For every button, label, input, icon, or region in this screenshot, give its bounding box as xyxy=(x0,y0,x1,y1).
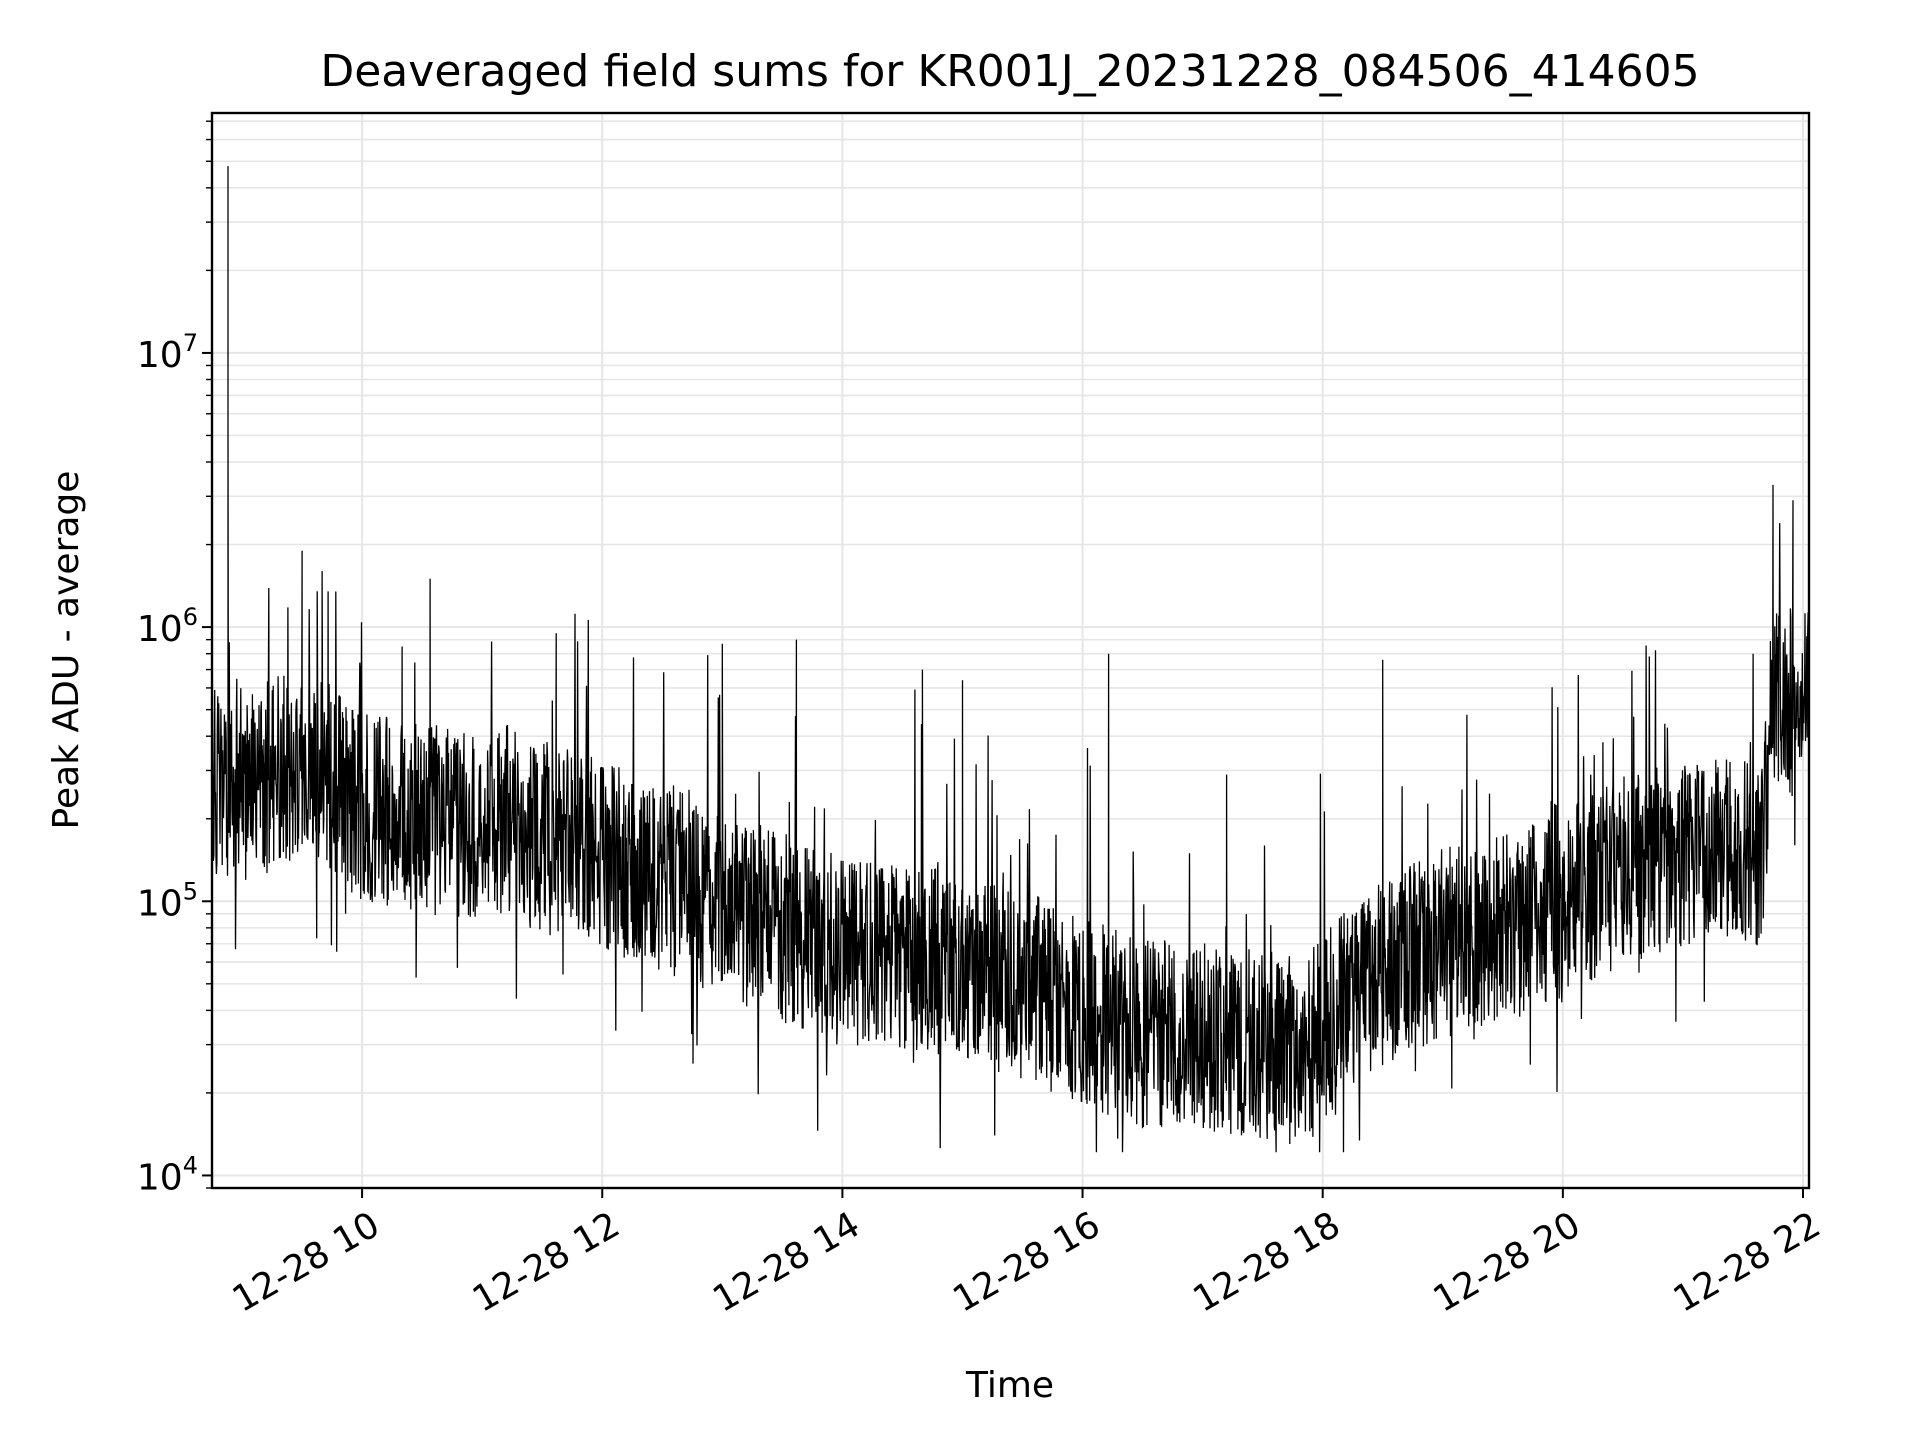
y-tick-exponent: 6 xyxy=(183,603,198,631)
data-series xyxy=(211,166,1810,1153)
y-tick-label: 106 xyxy=(137,603,198,650)
y-tick-base: 10 xyxy=(137,335,183,376)
y-tick-base: 10 xyxy=(137,1157,183,1198)
y-tick-label: 105 xyxy=(137,877,198,924)
y-tick-exponent: 4 xyxy=(183,1151,198,1179)
chart-title: Deaveraged field sums for KR001J_2023122… xyxy=(320,46,1699,97)
y-tick-label: 104 xyxy=(137,1151,198,1198)
y-tick-label: 107 xyxy=(137,329,198,376)
y-axis-label: Peak ADU - average xyxy=(46,471,87,830)
y-tick-base: 10 xyxy=(137,883,183,924)
y-tick-base: 10 xyxy=(137,609,183,650)
y-tick-exponent: 5 xyxy=(183,877,198,905)
x-axis-label: Time xyxy=(965,1365,1054,1406)
plot-frame xyxy=(210,111,1811,1190)
y-tick-exponent: 7 xyxy=(183,329,198,357)
series-line xyxy=(211,166,1810,1153)
